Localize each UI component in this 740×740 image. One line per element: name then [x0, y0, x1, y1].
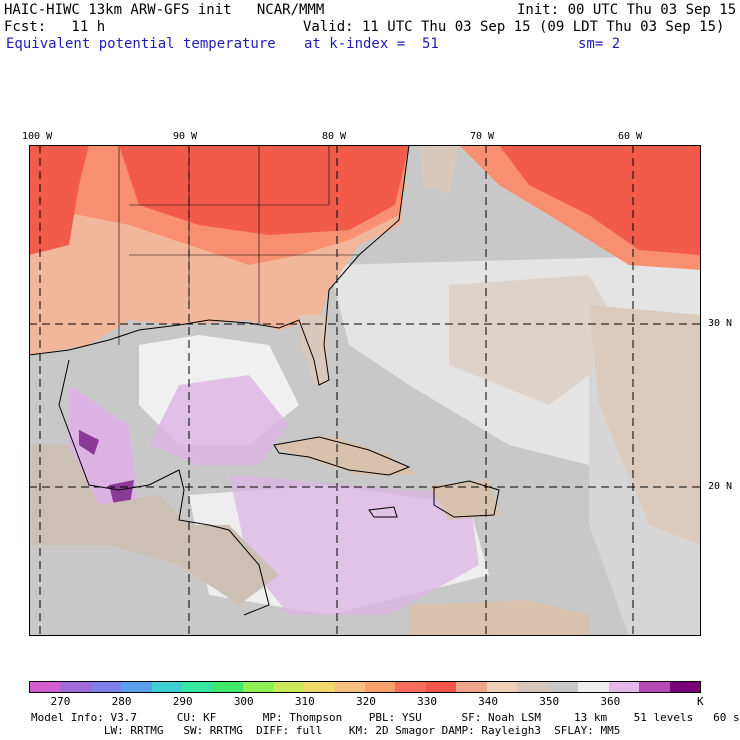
colorbar-swatch: [151, 682, 183, 692]
florida-land: [299, 315, 329, 385]
colorbar-label: 290: [172, 695, 193, 708]
lon-label-60w: 60 W: [618, 131, 643, 142]
colorbar-swatch: [486, 682, 518, 692]
hispaniola-land: [429, 480, 499, 520]
mexico-coastline: [58, 359, 270, 616]
lon-label-90w: 90 W: [173, 131, 198, 142]
us-coastline: [29, 145, 410, 386]
theta-e-map: [29, 145, 701, 636]
model-info-line1: Model Info: V3.7 CU: KF MP: Thompson PBL…: [31, 711, 740, 724]
coastal-tan: [419, 145, 459, 195]
colorbar-swatch: [90, 682, 122, 692]
valid-time: Valid: 11 UTC Thu 03 Sep 15 (09 LDT Thu …: [303, 19, 725, 35]
lat-label-30n: 30 N: [708, 318, 733, 329]
colorbar-swatch: [395, 682, 426, 692]
lon-label-80w: 80 W: [322, 131, 347, 142]
texas-warm-dark: [29, 145, 89, 255]
colorbar-swatch: [273, 682, 305, 692]
colorbar-swatch: [639, 682, 670, 692]
forecast-hour: Fcst: 11 h: [4, 19, 106, 35]
colorbar-label: 360: [600, 695, 621, 708]
colorbar-swatch: [364, 682, 396, 692]
hispaniola-coastline: [433, 480, 500, 518]
init-time: Init: 00 UTC Thu 03 Sep 15: [517, 2, 737, 18]
colorbar-swatch: [425, 682, 457, 692]
lon-label-70w: 70 W: [470, 131, 495, 142]
colorbar-swatch: [30, 682, 61, 692]
atlantic-tan: [449, 275, 629, 405]
colorbar-label: 270: [50, 695, 71, 708]
colorbar-swatch: [121, 682, 152, 692]
model-info-line2: LW: RRTMG SW: RRTMG DIFF: full KM: 2D Sm…: [31, 724, 621, 737]
smoothing: sm= 2: [578, 36, 621, 52]
colorbar-swatch: [608, 682, 640, 692]
colorbar-label: 320: [356, 695, 376, 708]
purple-spot-1: [79, 430, 99, 455]
colorbar-swatch: [60, 682, 91, 692]
cuba-coastline: [273, 436, 411, 476]
east-tan: [589, 305, 701, 545]
colorbar-label: 280: [111, 695, 132, 708]
colorbar-swatch: [669, 682, 700, 692]
cuba-land: [269, 435, 419, 475]
colorbar-swatch: [547, 682, 579, 692]
jamaica-coastline: [368, 506, 398, 518]
colorbar-label: 350: [539, 695, 560, 708]
colorbar: [29, 681, 701, 693]
south-america-land: [409, 600, 589, 636]
colorbar-unit: K: [697, 695, 704, 708]
header-title: HAIC-HIWC 13km ARW-GFS init NCAR/MMM: [4, 2, 325, 18]
field-name: Equivalent potential temperature: [6, 36, 276, 52]
lon-label-100w: 100 W: [22, 131, 53, 142]
graticule: [29, 145, 701, 636]
caribbean-lavender: [229, 475, 479, 615]
atlantic-warm-dark: [499, 145, 701, 255]
colorbar-label: 300: [233, 695, 254, 708]
colorbar-label: 340: [478, 695, 499, 708]
colorbar-label: 310: [294, 695, 315, 708]
lat-label-20n: 20 N: [708, 481, 733, 492]
map-frame: [29, 145, 701, 636]
central-america-land: [29, 445, 279, 605]
colorbar-swatch: [182, 682, 213, 692]
colorbar-swatch: [212, 682, 244, 692]
colorbar-swatch: [304, 682, 335, 692]
colorbar-label: 330: [417, 695, 437, 708]
colorbar-swatch: [243, 682, 274, 692]
colorbar-swatch: [578, 682, 609, 692]
k-index: at k-index = 51: [304, 36, 439, 52]
gulf-lavender: [149, 375, 289, 465]
colorbar-swatch: [517, 682, 548, 692]
colorbar-swatch: [334, 682, 365, 692]
colorbar-swatch: [456, 682, 487, 692]
